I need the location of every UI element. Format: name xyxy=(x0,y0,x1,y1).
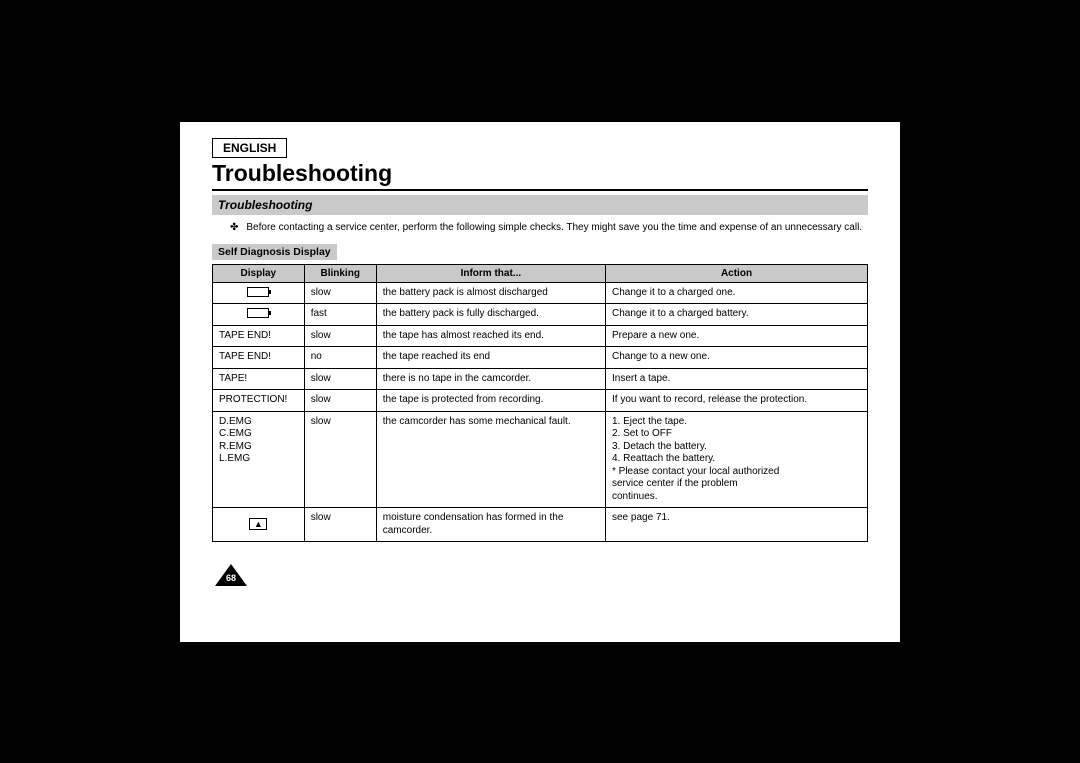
cell-blinking: slow xyxy=(304,325,376,347)
col-display: Display xyxy=(213,264,305,282)
cell-blinking: slow xyxy=(304,282,376,304)
bullet-icon: ✤ xyxy=(230,221,238,234)
cell-display xyxy=(213,304,305,326)
cell-inform: the battery pack is fully discharged. xyxy=(376,304,605,326)
language-label: ENGLISH xyxy=(212,138,287,158)
col-action: Action xyxy=(605,264,867,282)
cell-display: ▲ xyxy=(213,508,305,542)
section-label: Self Diagnosis Display xyxy=(212,244,337,260)
title-rule xyxy=(212,189,868,191)
cell-action: 1. Eject the tape. 2. Set to OFF 3. Deta… xyxy=(605,411,867,508)
cell-blinking: slow xyxy=(304,411,376,508)
cell-inform: there is no tape in the camcorder. xyxy=(376,368,605,390)
cell-display: TAPE END! xyxy=(213,347,305,369)
cell-action: Change to a new one. xyxy=(605,347,867,369)
table-row: slowthe battery pack is almost discharge… xyxy=(213,282,868,304)
table-row: ▲ slowmoisture condensation has formed in… xyxy=(213,508,868,542)
cell-inform: the tape reached its end xyxy=(376,347,605,369)
cell-action: Prepare a new one. xyxy=(605,325,867,347)
moisture-icon: ▲ xyxy=(249,518,267,530)
cell-inform: moisture condensation has formed in the … xyxy=(376,508,605,542)
cell-inform: the battery pack is almost discharged xyxy=(376,282,605,304)
cell-inform: the tape is protected from recording. xyxy=(376,390,605,412)
cell-display xyxy=(213,282,305,304)
subtitle-bar: Troubleshooting xyxy=(212,195,868,215)
cell-display: TAPE! xyxy=(213,368,305,390)
table-row: D.EMG C.EMG R.EMG L.EMGslowthe camcorder… xyxy=(213,411,868,508)
page-number-badge: 68 xyxy=(215,564,247,586)
page-number: 68 xyxy=(224,573,238,583)
cell-blinking: no xyxy=(304,347,376,369)
table-row: TAPE END!slowthe tape has almost reached… xyxy=(213,325,868,347)
cell-blinking: fast xyxy=(304,304,376,326)
col-inform: Inform that... xyxy=(376,264,605,282)
battery-icon xyxy=(247,308,269,318)
cell-action: Insert a tape. xyxy=(605,368,867,390)
cell-action: If you want to record, release the prote… xyxy=(605,390,867,412)
cell-inform: the tape has almost reached its end. xyxy=(376,325,605,347)
cell-inform: the camcorder has some mechanical fault. xyxy=(376,411,605,508)
cell-blinking: slow xyxy=(304,508,376,542)
intro-paragraph: ✤ Before contacting a service center, pe… xyxy=(230,221,868,234)
cell-display: PROTECTION! xyxy=(213,390,305,412)
manual-page: ENGLISH Troubleshooting Troubleshooting … xyxy=(180,122,900,642)
cell-blinking: slow xyxy=(304,390,376,412)
triangle-icon: 68 xyxy=(215,564,247,586)
page-title: Troubleshooting xyxy=(212,160,868,187)
table-row: TAPE END!nothe tape reached its endChang… xyxy=(213,347,868,369)
cell-display: TAPE END! xyxy=(213,325,305,347)
col-blinking: Blinking xyxy=(304,264,376,282)
cell-action: Change it to a charged battery. xyxy=(605,304,867,326)
intro-text: Before contacting a service center, perf… xyxy=(246,221,862,234)
table-row: TAPE!slowthere is no tape in the camcord… xyxy=(213,368,868,390)
table-row: PROTECTION!slowthe tape is protected fro… xyxy=(213,390,868,412)
battery-icon xyxy=(247,287,269,297)
cell-action: Change it to a charged one. xyxy=(605,282,867,304)
cell-display: D.EMG C.EMG R.EMG L.EMG xyxy=(213,411,305,508)
cell-action: see page 71. xyxy=(605,508,867,542)
cell-blinking: slow xyxy=(304,368,376,390)
table-row: fastthe battery pack is fully discharged… xyxy=(213,304,868,326)
diagnosis-table: Display Blinking Inform that... Action s… xyxy=(212,264,868,543)
table-header-row: Display Blinking Inform that... Action xyxy=(213,264,868,282)
